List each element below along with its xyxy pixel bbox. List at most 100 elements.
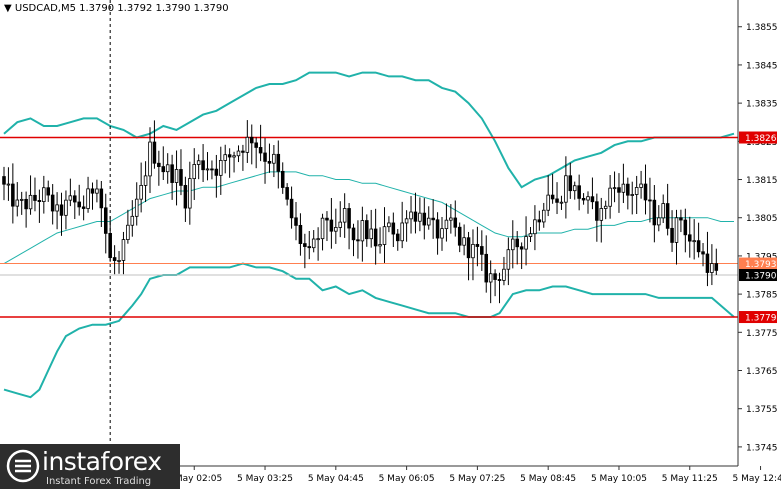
candle: [59, 192, 64, 236]
candle-bear: [249, 136, 254, 144]
candle-bear: [280, 170, 285, 188]
candle: [559, 195, 564, 210]
candle-bull: [674, 217, 679, 243]
candle-bear: [276, 153, 281, 172]
candle-bear: [497, 279, 502, 281]
candle: [404, 210, 409, 242]
candle: [502, 256, 506, 286]
candle: [245, 120, 250, 163]
price-tick-label: 1.3765: [746, 367, 778, 377]
candle: [369, 209, 373, 248]
chart-header: ▼ USDCAD,M5 1.3790 1.3792 1.3790 1.3790: [4, 3, 229, 14]
candle-bear: [201, 160, 205, 171]
candle: [537, 210, 542, 231]
level-tag-label: 1.3793: [745, 260, 777, 270]
collapse-arrow-icon[interactable]: ▼: [4, 3, 12, 14]
candle: [475, 226, 480, 267]
candle-bear: [617, 187, 621, 193]
price-tick-label: 1.3745: [746, 443, 778, 453]
candle: [581, 193, 586, 205]
candle: [311, 230, 316, 253]
candle: [232, 151, 236, 173]
candle-bear: [537, 219, 542, 223]
candle: [112, 245, 117, 275]
candle-bull: [68, 195, 73, 201]
candle-bull: [134, 198, 139, 217]
candle: [179, 149, 183, 196]
candle-bear: [696, 240, 701, 253]
candle-bull: [382, 226, 387, 245]
candle-bear: [329, 219, 334, 232]
candle: [342, 193, 347, 238]
candle: [139, 162, 143, 213]
candle: [426, 206, 431, 230]
candle-bull: [223, 154, 227, 161]
candle-bull: [440, 228, 444, 239]
candle-bear: [298, 224, 303, 244]
candle-bull: [245, 136, 250, 153]
candle: [298, 213, 303, 256]
candle-bull: [311, 238, 316, 249]
candle-bull: [165, 164, 170, 173]
price-tick-label: 1.3815: [746, 176, 778, 186]
candle-bull: [634, 187, 639, 195]
candle-bull: [387, 222, 391, 228]
candle: [435, 212, 440, 255]
candle: [161, 146, 166, 181]
candle: [241, 144, 245, 171]
candle-bull: [369, 228, 373, 240]
candle-bear: [568, 175, 573, 192]
time-tick-label: 5 May 07:25: [449, 474, 505, 484]
level-tag-label: 1.3779: [745, 314, 777, 324]
level-tag-bg: [739, 131, 777, 144]
price-tick-label: 1.3835: [746, 100, 778, 110]
candle-bear: [373, 228, 378, 247]
current-price-tag-bg: [739, 269, 777, 282]
candle-bear: [652, 199, 657, 226]
candle-bear: [683, 219, 688, 236]
candle-bear: [555, 198, 559, 203]
candle-bear: [254, 142, 258, 148]
candle: [511, 220, 515, 269]
candle: [546, 175, 550, 217]
candle: [378, 227, 382, 254]
candle: [603, 200, 608, 220]
candle: [24, 191, 28, 228]
candle-bull: [121, 239, 126, 261]
candle: [714, 248, 719, 276]
candle: [174, 150, 179, 206]
candle: [550, 173, 555, 204]
candle: [152, 120, 157, 169]
candle: [586, 191, 590, 214]
candle-bear: [457, 226, 462, 246]
level-tag: 1.3779: [739, 311, 777, 324]
candle: [6, 167, 11, 201]
candle-bull: [603, 205, 608, 209]
candle: [280, 162, 285, 194]
candle-bear: [356, 239, 360, 242]
candle-bear: [391, 222, 396, 235]
candle-bull: [599, 208, 604, 221]
candle: [555, 182, 559, 215]
candle: [99, 180, 104, 227]
candle: [223, 144, 227, 174]
candle-bull: [86, 188, 90, 209]
candle-bear: [294, 217, 298, 226]
candle-bull: [42, 187, 46, 202]
candle: [365, 214, 369, 247]
candle-bull: [444, 219, 449, 230]
candle-bear: [431, 217, 435, 221]
candle: [134, 182, 139, 226]
candle: [466, 231, 471, 281]
time-tick-label: 5 May 11:25: [662, 474, 718, 484]
candle: [599, 197, 604, 243]
candle-bear: [103, 207, 108, 234]
candle-bear: [152, 141, 157, 164]
candle: [696, 222, 701, 258]
candle-bull: [710, 263, 714, 273]
level-tag: 1.3793: [739, 257, 777, 270]
candle-bull: [657, 217, 661, 226]
candle: [285, 183, 289, 206]
candle-bull: [404, 218, 409, 224]
